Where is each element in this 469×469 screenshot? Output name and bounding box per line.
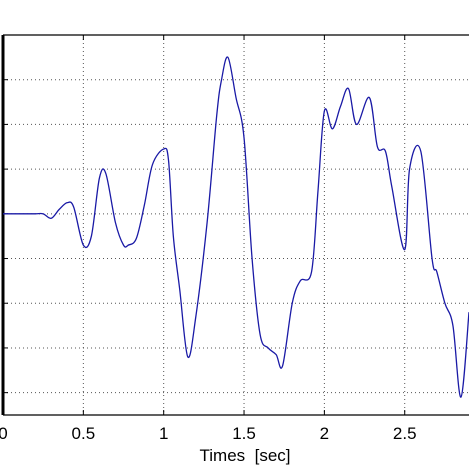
labels-layer: 0 0.5 1 1.5 2 2.5 (0, 424, 417, 443)
series-line (2, 56, 469, 398)
x-tick-label: 0 (0, 424, 8, 443)
x-axis-label: Times [sec] (200, 446, 291, 465)
series-layer (2, 56, 469, 398)
grid-layer (3, 35, 469, 415)
x-tick-label: 2 (320, 424, 329, 443)
axes-layer (1, 34, 469, 416)
x-tick-label: 1.5 (232, 424, 256, 443)
x-tick-label: 1 (159, 424, 168, 443)
x-tick-label: 0.5 (72, 424, 96, 443)
x-tick-label: 2.5 (393, 424, 417, 443)
